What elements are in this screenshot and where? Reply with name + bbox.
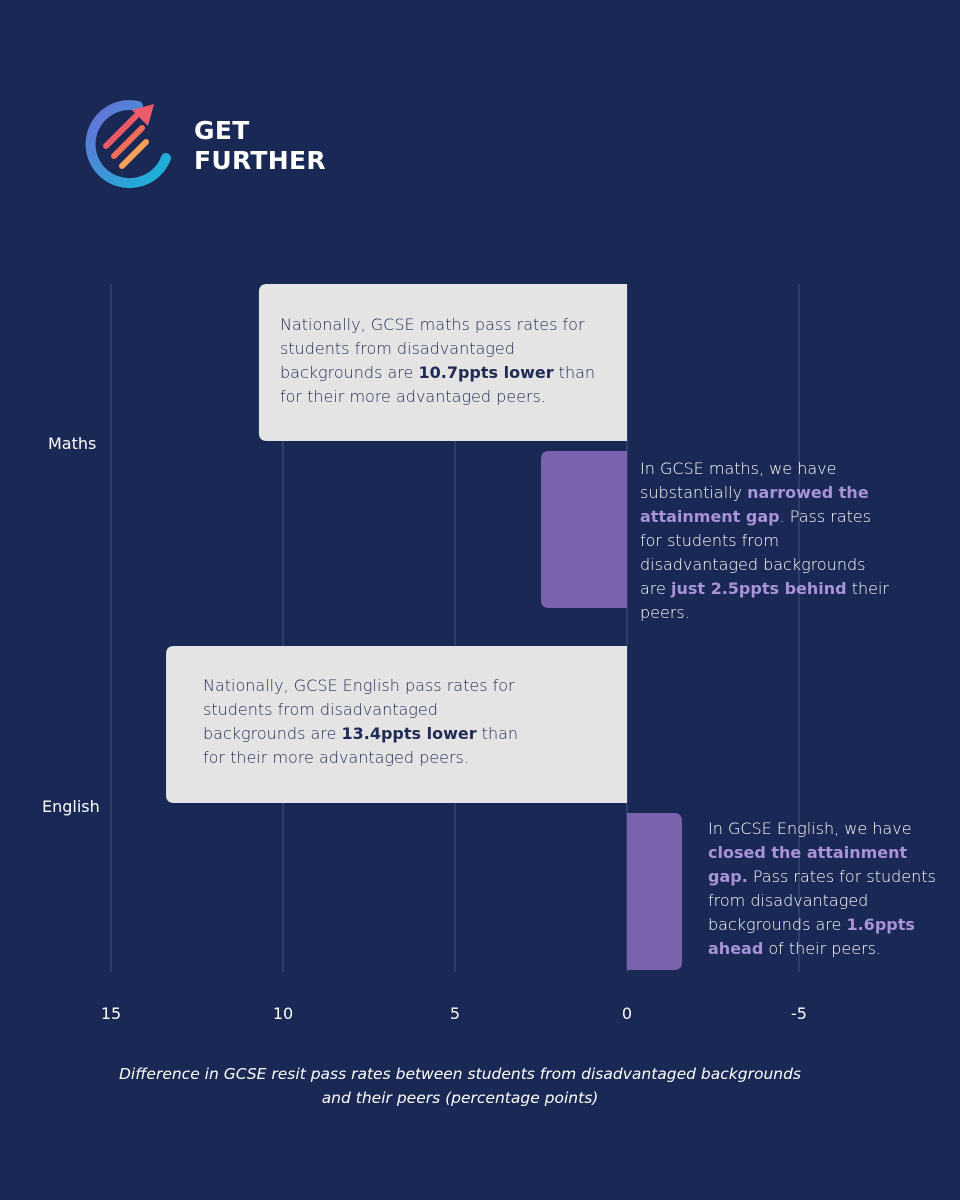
maths-national-callout: Nationally, GCSE maths pass rates for st… bbox=[280, 313, 616, 409]
callout-highlight: 10.7ppts lower bbox=[418, 363, 554, 382]
callout-text: In GCSE English, we have bbox=[708, 819, 912, 838]
x-tick-label: 5 bbox=[449, 1004, 461, 1023]
callout-highlight: 1.6ppts ahead bbox=[708, 915, 915, 958]
callout-text: . Pass rates for students from disadvant… bbox=[640, 507, 872, 598]
bar bbox=[258, 284, 627, 441]
callout-text: In GCSE maths, we have substantially bbox=[640, 459, 837, 502]
maths-get-further-callout: In GCSE maths, we have substantially nar… bbox=[640, 457, 890, 625]
callout-highlight: closed the attainment gap. bbox=[708, 843, 908, 886]
callout-highlight: just 2.5ppts behind bbox=[670, 579, 847, 598]
brand-name: GET FURTHER bbox=[194, 116, 326, 176]
callout-highlight: 13.4ppts lower bbox=[341, 724, 477, 743]
bar bbox=[541, 451, 627, 608]
callout-text: than for their more advantaged peers. bbox=[203, 724, 519, 767]
bar bbox=[166, 646, 628, 803]
callout-text: than for their more advantaged peers. bbox=[280, 363, 596, 406]
x-axis-title-line: and their peers (percentage points) bbox=[321, 1089, 599, 1107]
bar bbox=[627, 813, 683, 970]
callout-text: of their peers. bbox=[763, 939, 882, 958]
callout-text: Nationally, GCSE maths pass rates for st… bbox=[280, 315, 585, 382]
callout-text: Nationally, GCSE English pass rates for … bbox=[203, 676, 515, 743]
brand-line-2: FURTHER bbox=[194, 146, 326, 175]
english-get-further-callout: In GCSE English, we have closed the atta… bbox=[708, 817, 940, 961]
category-label: Maths bbox=[48, 434, 97, 453]
x-tick-label: -5 bbox=[791, 1004, 807, 1023]
bars bbox=[166, 284, 683, 970]
get-further-logo-icon bbox=[85, 100, 171, 189]
callout-text: Pass rates for students from disadvantag… bbox=[708, 867, 936, 934]
callout-text: their peers. bbox=[640, 579, 889, 622]
english-national-callout: Nationally, GCSE English pass rates for … bbox=[203, 674, 543, 770]
brand-line-1: GET bbox=[194, 116, 250, 145]
x-tick-label: 15 bbox=[100, 1004, 122, 1023]
x-axis-title-line: Difference in GCSE resit pass rates betw… bbox=[118, 1065, 802, 1083]
x-tick-label: 0 bbox=[621, 1004, 633, 1023]
x-tick-label: 10 bbox=[272, 1004, 294, 1023]
x-axis-title: Difference in GCSE resit pass rates betw… bbox=[60, 1062, 860, 1110]
category-label: English bbox=[42, 797, 100, 816]
callout-highlight: narrowed the attainment gap bbox=[640, 483, 869, 526]
logo: GET FURTHER bbox=[80, 100, 350, 195]
